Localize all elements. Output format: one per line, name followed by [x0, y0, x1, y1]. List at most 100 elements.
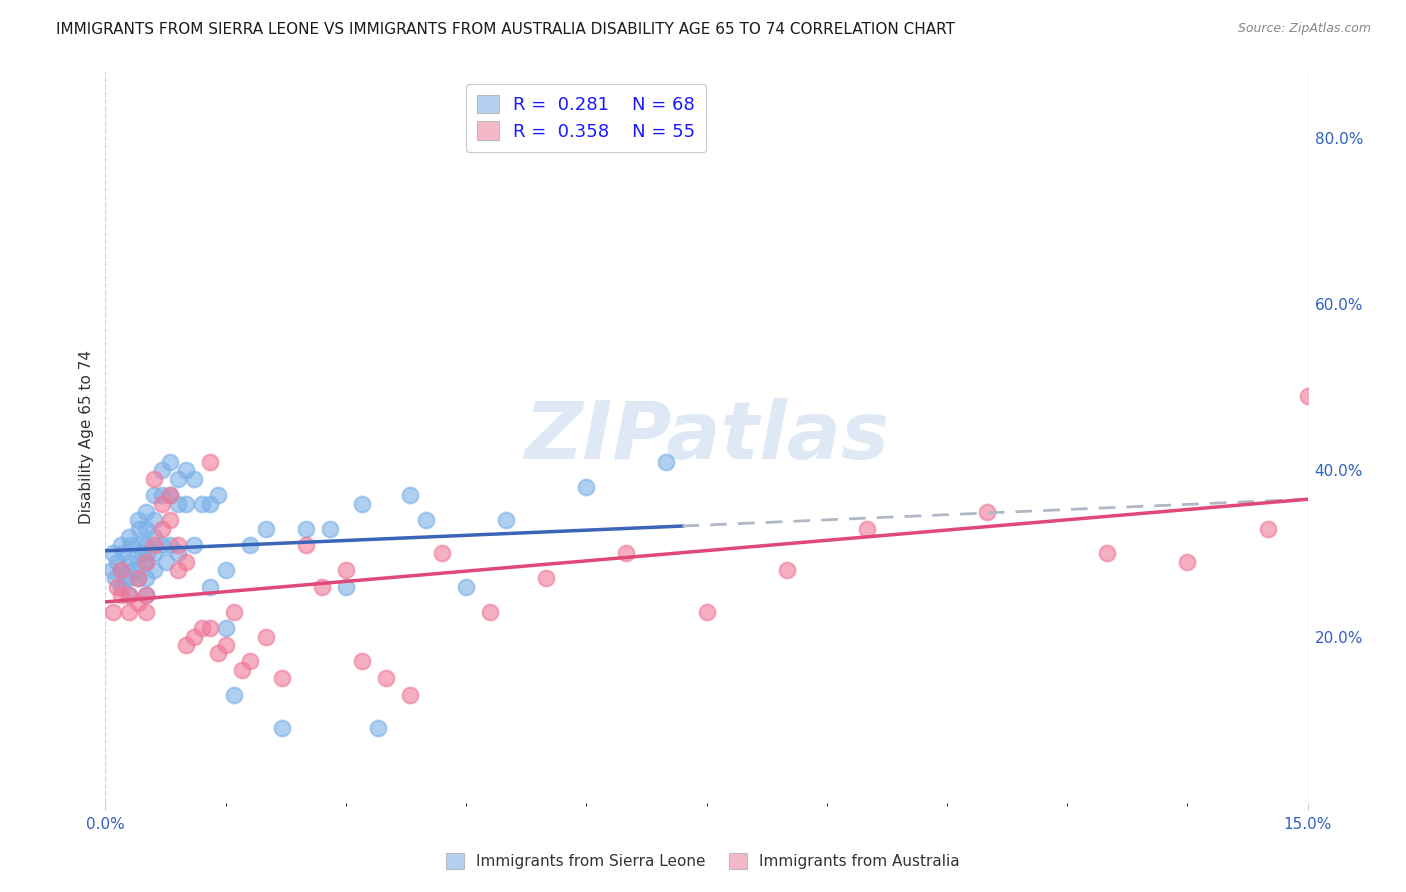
Point: [430, 546, 453, 560]
Point: [174, 497, 197, 511]
Point: [107, 580, 129, 594]
Point: [150, 497, 173, 511]
Point: [135, 605, 157, 619]
Point: [142, 563, 165, 577]
Point: [270, 671, 292, 685]
Point: [135, 588, 157, 602]
Point: [495, 513, 517, 527]
Point: [127, 538, 149, 552]
Point: [110, 563, 132, 577]
Point: [270, 721, 292, 735]
Text: ZIPatlas: ZIPatlas: [524, 398, 889, 476]
Point: [239, 655, 262, 669]
Point: [295, 521, 318, 535]
Point: [1257, 521, 1279, 535]
Point: [128, 521, 150, 535]
Text: IMMIGRANTS FROM SIERRA LEONE VS IMMIGRANTS FROM AUSTRALIA DISABILITY AGE 65 TO 7: IMMIGRANTS FROM SIERRA LEONE VS IMMIGRAN…: [56, 22, 955, 37]
Point: [399, 488, 422, 502]
Point: [135, 588, 157, 602]
Point: [1337, 463, 1360, 477]
Point: [107, 555, 129, 569]
Point: [150, 538, 173, 552]
Point: [239, 538, 262, 552]
Point: [198, 621, 221, 635]
Point: [142, 513, 165, 527]
Point: [118, 605, 141, 619]
Point: [166, 546, 188, 560]
Point: [159, 513, 181, 527]
Point: [101, 563, 124, 577]
Point: [166, 472, 188, 486]
Point: [136, 546, 159, 560]
Point: [142, 488, 165, 502]
Point: [1312, 397, 1334, 411]
Point: [135, 571, 157, 585]
Point: [159, 455, 181, 469]
Point: [114, 571, 136, 585]
Point: [127, 571, 149, 585]
Point: [207, 488, 229, 502]
Point: [110, 538, 132, 552]
Point: [198, 497, 221, 511]
Point: [454, 580, 477, 594]
Point: [174, 463, 197, 477]
Point: [534, 571, 557, 585]
Point: [118, 588, 141, 602]
Point: [142, 530, 165, 544]
Point: [479, 605, 502, 619]
Point: [350, 497, 373, 511]
Point: [183, 472, 205, 486]
Point: [142, 546, 165, 560]
Point: [214, 621, 236, 635]
Point: [415, 513, 437, 527]
Point: [166, 497, 188, 511]
Point: [976, 505, 998, 519]
Point: [118, 571, 141, 585]
Point: [166, 563, 188, 577]
Point: [110, 588, 132, 602]
Point: [135, 521, 157, 535]
Point: [1296, 388, 1319, 402]
Point: [174, 555, 197, 569]
Point: [127, 555, 149, 569]
Point: [135, 538, 157, 552]
Point: [198, 455, 221, 469]
Point: [855, 521, 877, 535]
Point: [150, 463, 173, 477]
Point: [311, 580, 333, 594]
Point: [183, 630, 205, 644]
Point: [575, 480, 598, 494]
Point: [335, 563, 357, 577]
Legend: R =  0.281    N = 68, R =  0.358    N = 55: R = 0.281 N = 68, R = 0.358 N = 55: [467, 84, 706, 152]
Point: [110, 563, 132, 577]
Point: [1097, 546, 1119, 560]
Point: [135, 555, 157, 569]
Point: [135, 555, 157, 569]
Point: [254, 630, 277, 644]
Point: [214, 638, 236, 652]
Y-axis label: Disability Age 65 to 74: Disability Age 65 to 74: [79, 350, 94, 524]
Point: [198, 580, 221, 594]
Point: [350, 655, 373, 669]
Point: [118, 588, 141, 602]
Point: [231, 663, 253, 677]
Point: [103, 605, 125, 619]
Point: [122, 563, 145, 577]
Point: [150, 521, 173, 535]
Point: [174, 638, 197, 652]
Point: [104, 571, 127, 585]
Point: [1177, 555, 1199, 569]
Point: [159, 538, 181, 552]
Text: Source: ZipAtlas.com: Source: ZipAtlas.com: [1237, 22, 1371, 36]
Point: [127, 513, 149, 527]
Point: [295, 538, 318, 552]
Point: [135, 505, 157, 519]
Point: [374, 671, 398, 685]
Point: [335, 580, 357, 594]
Point: [118, 530, 141, 544]
Point: [696, 605, 718, 619]
Point: [254, 521, 277, 535]
Point: [159, 488, 181, 502]
Point: [127, 571, 149, 585]
Point: [399, 688, 422, 702]
